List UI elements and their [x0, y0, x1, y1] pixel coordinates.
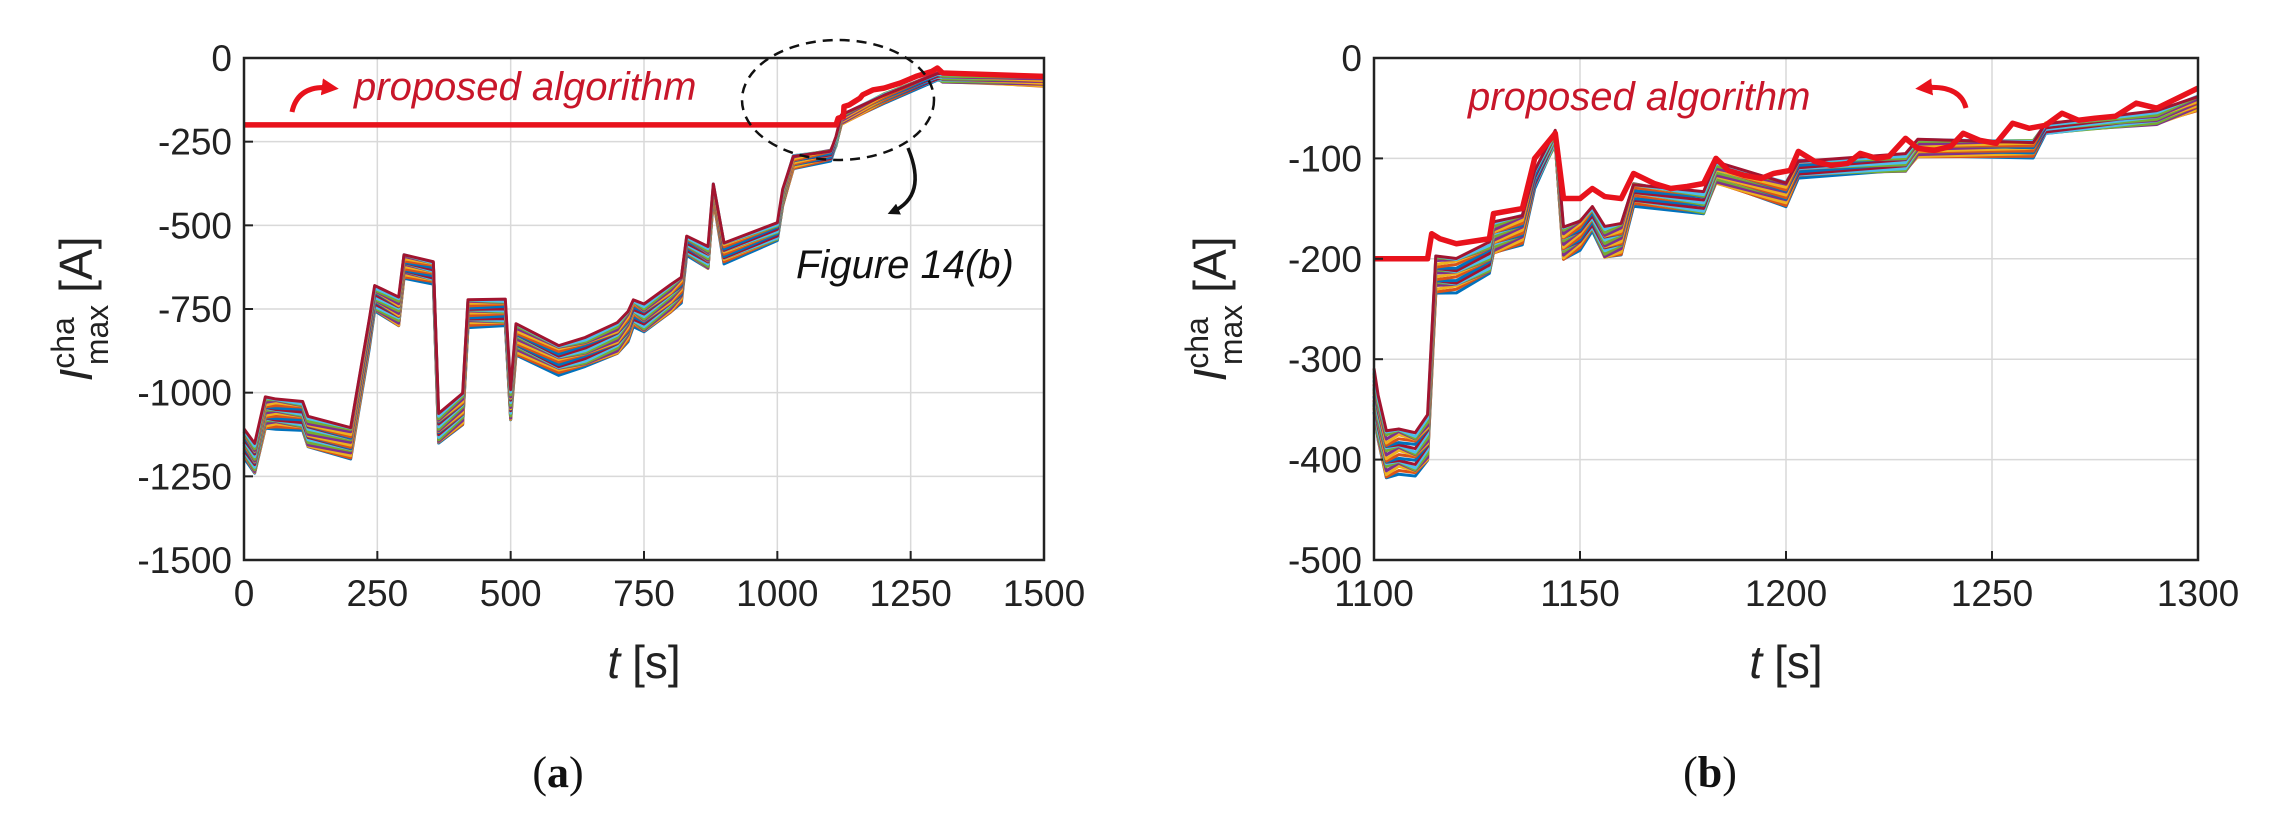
y-ticks-a: 0 -250 -500 -750 -1000 -1250 -1500	[137, 38, 253, 581]
y-label-b: Ichamax[A]	[1179, 236, 1249, 381]
y-tick-label: 0	[1341, 38, 1362, 79]
y-label-a: Ichamax[A]	[45, 236, 115, 381]
svg-text:Ichamax[A]: Ichamax[A]	[1179, 236, 1249, 381]
annotation-proposed-b: proposed algorithm	[1467, 75, 1810, 119]
annotation-arrow-b	[1915, 78, 1969, 109]
svg-text:Ichamax[A]: Ichamax[A]	[45, 236, 115, 381]
x-tick-label: 1200	[1745, 573, 1827, 614]
x-tick-label: 1300	[2157, 573, 2239, 614]
proposed-series-a	[244, 65, 1045, 128]
x-tick-label: 1100	[1334, 573, 1414, 614]
x-ticks-b: 1100 1150 1200 1250 1300	[1334, 551, 2239, 614]
zoom-ellipse	[740, 38, 936, 162]
annotation-proposed-a: proposed algorithm	[353, 65, 696, 109]
cell-bundle-b	[1372, 94, 2199, 480]
y-tick-label: -400	[1288, 440, 1362, 481]
y-tick-label: -1250	[137, 456, 232, 497]
y-ticks-b: 0 -100 -200 -300 -400 -500	[1288, 38, 1383, 581]
x-ticks-a: 0 250 500 750 1000 1250 1500	[234, 551, 1085, 614]
annotation-arrow-figure-ref	[887, 147, 917, 215]
x-tick-label: 0	[234, 573, 255, 614]
x-tick-label: 1500	[1003, 573, 1085, 614]
x-label-b: t [s]	[1749, 636, 1822, 688]
x-tick-label: 1250	[870, 573, 952, 614]
panel-b: 1100 1150 1200 1250 1300 0 -100 -200 -300 -400 -5…	[1179, 38, 2239, 797]
y-tick-label: -100	[1288, 138, 1362, 179]
caption-b: (b)	[1683, 748, 1737, 797]
y-tick-label: -200	[1288, 239, 1362, 280]
grid-b	[1373, 57, 2199, 561]
x-tick-label: 250	[346, 573, 408, 614]
y-tick-label: -750	[158, 289, 232, 330]
y-tick-label: -250	[158, 122, 232, 163]
y-tick-label: 0	[211, 38, 232, 79]
panel-a: 0 250 500 750 1000 1250 1500 0 -250 -500 -750 -100…	[45, 38, 1085, 797]
y-tick-label: -1500	[137, 540, 232, 581]
x-tick-label: 1150	[1540, 573, 1620, 614]
annotation-arrow-a	[289, 78, 339, 113]
x-tick-label: 500	[480, 573, 542, 614]
y-tick-label: -300	[1288, 339, 1362, 380]
cell-line	[1372, 95, 2199, 435]
y-tick-label: -500	[158, 205, 232, 246]
x-tick-label: 1000	[736, 573, 818, 614]
proposed-series-b	[1374, 85, 2200, 262]
x-tick-label: 750	[613, 573, 675, 614]
cell-line	[242, 71, 1045, 445]
proposed-line	[1374, 85, 2200, 262]
annotation-figure-ref: Figure 14(b)	[796, 243, 1014, 287]
y-tick-label: -500	[1288, 540, 1362, 581]
x-tick-label: 1250	[1951, 573, 2033, 614]
cell-bundle-a	[242, 71, 1045, 475]
proposed-line	[244, 65, 1045, 128]
x-label-a: t [s]	[607, 636, 680, 688]
y-tick-label: -1000	[137, 373, 232, 414]
caption-a: (a)	[532, 748, 583, 797]
